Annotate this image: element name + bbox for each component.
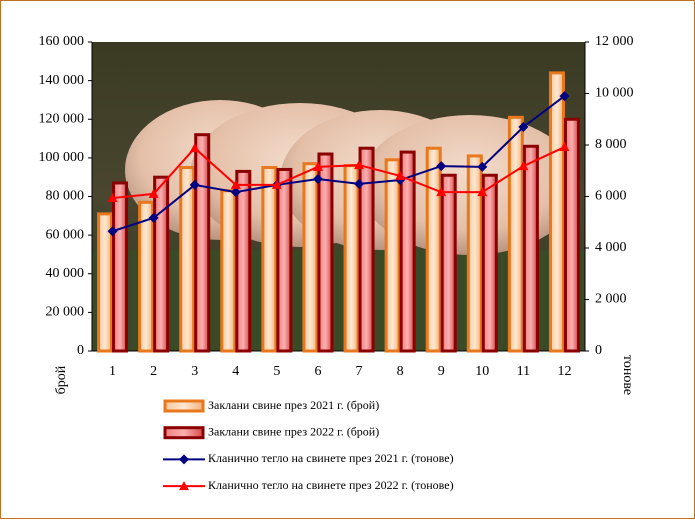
bar (548, 71, 565, 353)
bar (358, 146, 375, 353)
marker (179, 454, 189, 465)
bar (343, 164, 360, 353)
marker (312, 173, 323, 184)
bar (138, 200, 155, 353)
legend-swatch (163, 426, 205, 440)
marker (395, 170, 406, 180)
bar (235, 169, 252, 353)
bar (440, 173, 457, 353)
bar (302, 162, 319, 353)
bar (507, 115, 524, 353)
x-tick-label: 3 (191, 364, 198, 379)
marker (312, 161, 323, 171)
bar (261, 166, 278, 353)
marker (559, 142, 570, 152)
marker (559, 91, 570, 102)
bar (153, 175, 170, 353)
x-tick-label: 10 (475, 364, 489, 379)
bar (112, 181, 129, 353)
y-tick-label: 80 000 (46, 189, 85, 204)
y-tick-label: 100 000 (39, 150, 85, 165)
marker (230, 187, 241, 198)
marker (518, 121, 529, 132)
marker (179, 481, 189, 491)
bar (425, 146, 442, 353)
marker (477, 161, 488, 172)
y2-tick-label: 4 000 (595, 240, 627, 255)
marker (354, 178, 365, 189)
x-tick-label: 8 (397, 364, 404, 379)
bar (466, 154, 483, 353)
legend-label: Кланично тегло на свинете през 2022 г. (… (208, 478, 454, 492)
marker (148, 188, 159, 198)
marker (436, 187, 447, 197)
bar (522, 144, 539, 353)
y-tick-label: 160 000 (39, 34, 85, 49)
marker (107, 226, 118, 237)
marker (230, 179, 241, 189)
x-tick-label: 4 (232, 364, 239, 379)
y2-tick-label: 8 000 (595, 137, 627, 152)
legend-label: Кланично тегло на свинете през 2021 г. (… (208, 451, 454, 465)
y-tick-label: 140 000 (39, 73, 85, 88)
bar (384, 158, 401, 353)
line (112, 146, 565, 200)
x-tick-label: 5 (273, 364, 280, 379)
y2-tick-label: 0 (595, 343, 602, 358)
y-tick-label: 40 000 (46, 266, 85, 281)
y2-tick-label: 6 000 (595, 189, 627, 204)
marker (271, 179, 282, 189)
legend-label: Заклани свине през 2021 г. (брой) (208, 398, 379, 412)
x-tick-label: 9 (438, 364, 445, 379)
marker (148, 212, 159, 223)
legend-swatch (163, 399, 205, 413)
y-axis-title: брой (54, 365, 69, 394)
x-tick-label: 7 (356, 364, 363, 379)
x-tick-label: 1 (109, 364, 116, 379)
y-tick-label: 60 000 (46, 227, 85, 242)
marker (518, 161, 529, 171)
y-tick-label: 120 000 (39, 111, 85, 126)
marker (354, 160, 365, 170)
y2-axis-title: тонове (620, 355, 635, 395)
bar (481, 173, 498, 353)
y-tick-label: 0 (77, 343, 84, 358)
marker (189, 143, 200, 153)
bar (317, 152, 334, 353)
marker (189, 179, 200, 190)
y2-tick-label: 12 000 (595, 34, 634, 49)
y-tick-label: 20 000 (46, 305, 85, 320)
bar (220, 189, 237, 353)
marker (107, 193, 118, 203)
x-tick-label: 11 (517, 364, 530, 379)
marker (436, 161, 447, 172)
bar (194, 133, 211, 353)
bar (399, 150, 416, 353)
bar (179, 166, 196, 353)
line (112, 95, 566, 233)
bar (276, 167, 293, 353)
marker (477, 187, 488, 197)
x-tick-label: 2 (150, 364, 157, 379)
x-tick-label: 6 (314, 364, 321, 379)
legend-label: Заклани свине през 2022 г. (брой) (208, 424, 379, 438)
bar (97, 212, 114, 353)
bar (563, 117, 580, 353)
x-tick-label: 12 (557, 364, 571, 379)
y2-tick-label: 2 000 (595, 292, 627, 307)
y2-tick-label: 10 000 (595, 86, 634, 101)
